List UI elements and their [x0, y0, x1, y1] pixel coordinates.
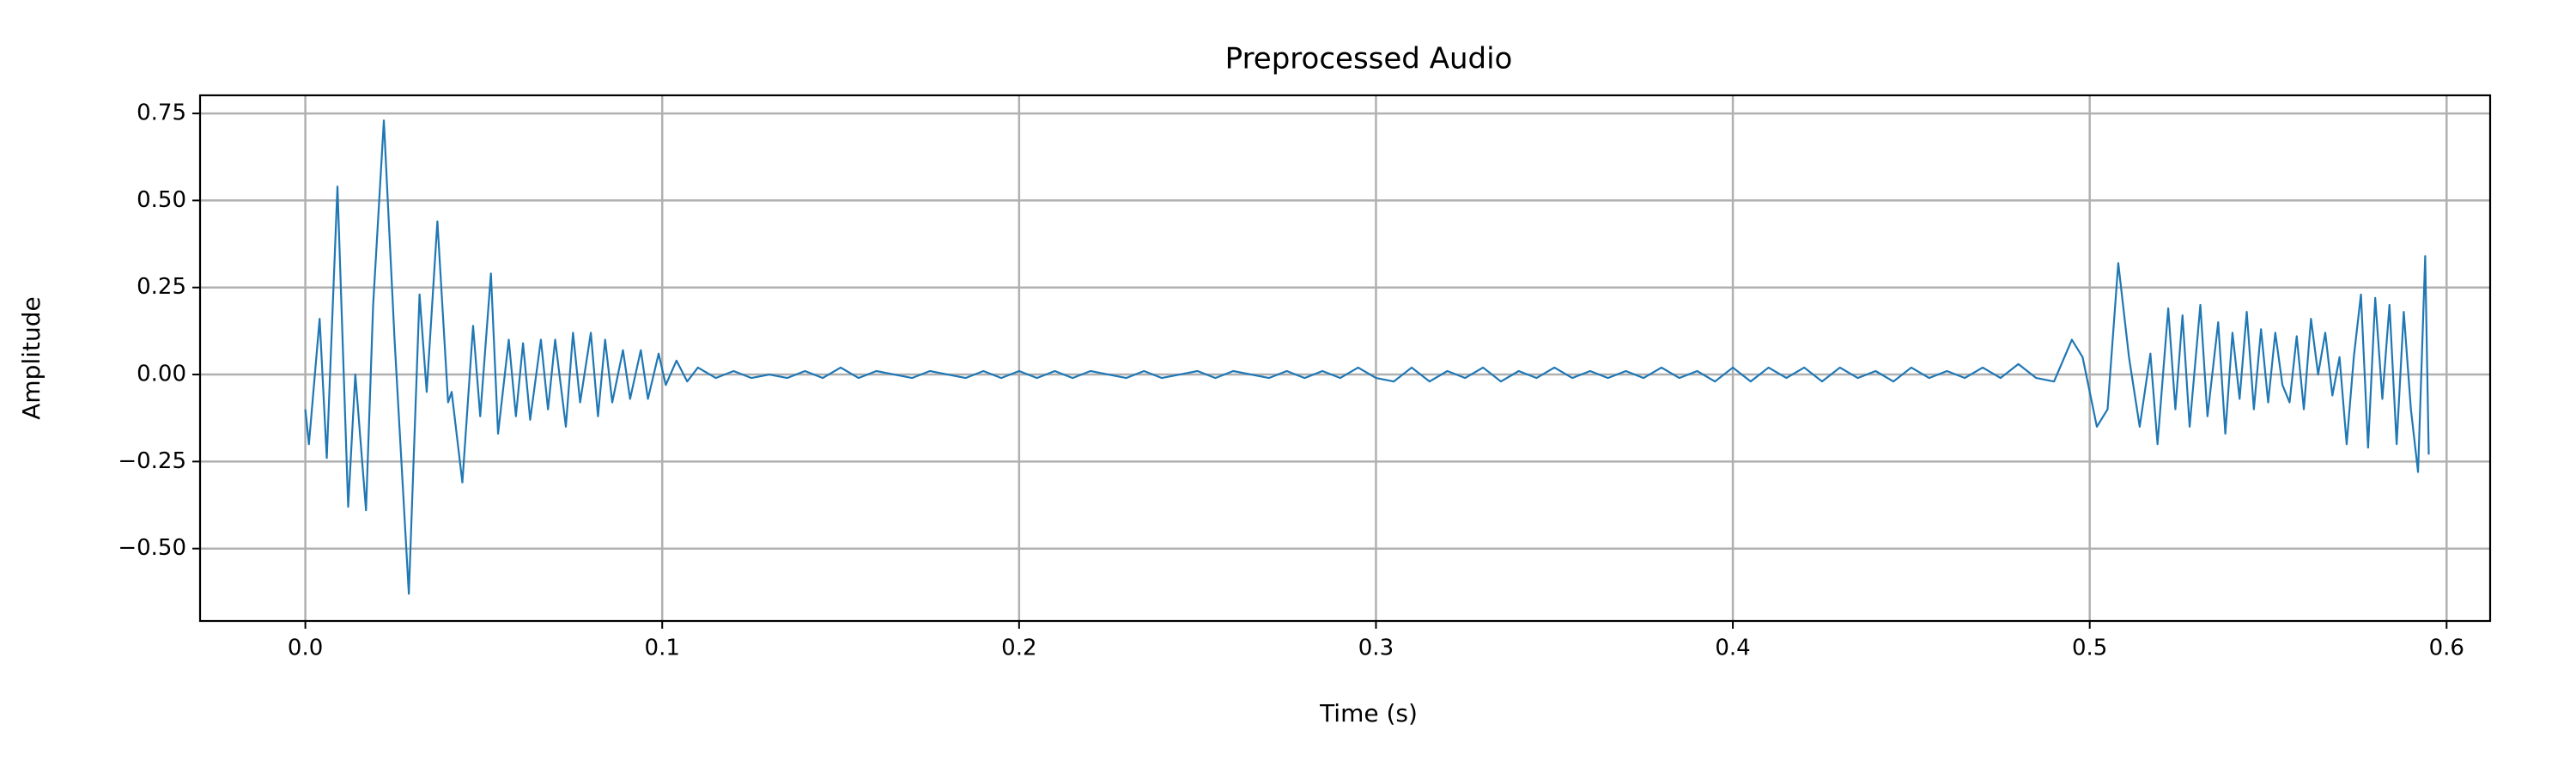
plot-frame	[198, 94, 2492, 623]
y-tick-label: 0.50	[137, 187, 186, 213]
x-tick-label: 0.4	[1715, 636, 1750, 661]
x-tick-label: 0.6	[2429, 636, 2464, 661]
x-tick-label: 0.5	[2072, 636, 2107, 661]
x-tick-label: 0.0	[288, 636, 323, 661]
chart-title: Preprocessed Audio	[1225, 42, 1513, 76]
y-axis-label: Amplitude	[17, 296, 46, 420]
waveform-line	[304, 119, 2430, 595]
y-tick-label: −0.25	[118, 448, 186, 474]
x-tick-label: 0.3	[1358, 636, 1394, 661]
y-tick-label: −0.50	[118, 535, 186, 561]
y-tick-label: 0.00	[137, 362, 186, 387]
y-tick-label: 0.25	[137, 274, 186, 300]
x-tick-label: 0.1	[645, 636, 680, 661]
x-tick-label: 0.2	[1001, 636, 1036, 661]
x-axis-label: Time (s)	[1319, 699, 1418, 727]
y-tick-label: 0.75	[137, 100, 186, 126]
